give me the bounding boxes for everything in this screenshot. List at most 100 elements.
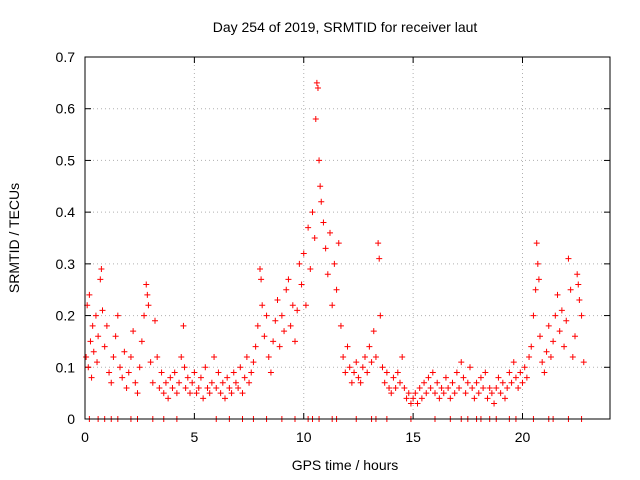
data-point — [320, 219, 327, 226]
data-point — [181, 364, 188, 371]
data-point — [318, 198, 325, 205]
data-point — [556, 328, 563, 335]
data-point — [359, 364, 366, 371]
data-point — [370, 328, 377, 335]
data-point — [123, 384, 130, 391]
data-point — [397, 379, 403, 386]
data-point — [235, 384, 242, 391]
data-point — [119, 374, 126, 381]
data-point — [276, 343, 283, 350]
data-point — [298, 281, 305, 288]
data-point — [528, 343, 535, 350]
data-point — [117, 364, 123, 371]
data-point — [134, 390, 141, 397]
data-point — [372, 353, 379, 360]
data-point — [427, 384, 434, 391]
data-point — [313, 79, 320, 86]
data-point — [132, 379, 139, 386]
data-point — [208, 379, 215, 386]
data-point — [171, 369, 178, 376]
data-point — [267, 369, 274, 376]
data-point — [312, 116, 319, 123]
data-point — [333, 286, 340, 293]
data-point — [451, 390, 458, 397]
data-point — [317, 183, 324, 190]
data-point — [442, 374, 449, 381]
y-axis-label: SRMTID / TECUs — [6, 183, 22, 293]
data-point — [204, 384, 211, 391]
data-point — [195, 384, 202, 391]
data-point — [309, 209, 316, 216]
data-point — [377, 312, 384, 319]
data-point — [388, 390, 395, 397]
data-point — [226, 384, 233, 391]
data-point — [394, 369, 401, 376]
data-point — [285, 276, 292, 283]
data-point — [138, 338, 145, 345]
data-point — [292, 338, 298, 345]
data-point — [95, 333, 102, 340]
data-point — [311, 235, 318, 241]
data-point — [89, 322, 96, 329]
data-point — [533, 240, 540, 247]
data-point — [296, 260, 303, 267]
data-point — [575, 281, 582, 288]
data-point — [545, 322, 552, 329]
data-point — [348, 379, 355, 386]
tick-labels: 0 0.1 0.2 0.3 0.4 0.5 0.6 0.7 0 5 10 15 20 — [56, 49, 531, 445]
data-point — [243, 353, 250, 360]
data-point — [383, 369, 390, 376]
data-point — [314, 85, 321, 92]
data-point — [565, 255, 572, 262]
data-point — [274, 297, 281, 304]
data-point — [534, 260, 541, 267]
data-point — [162, 379, 169, 386]
y-tick-label: 0.1 — [56, 359, 76, 375]
data-point — [499, 379, 506, 386]
data-point — [434, 379, 441, 386]
data-point — [180, 322, 187, 329]
data-point — [484, 395, 491, 402]
data-point — [307, 266, 314, 273]
data-point — [405, 390, 412, 397]
data-point — [335, 240, 342, 247]
data-point — [258, 276, 265, 283]
data-point — [182, 384, 189, 391]
data-point — [576, 297, 583, 304]
data-point — [379, 364, 386, 371]
data-point — [412, 390, 419, 397]
data-points — [83, 79, 587, 422]
data-point — [449, 379, 456, 386]
x-tick-label: 0 — [81, 429, 89, 445]
data-point — [460, 374, 467, 381]
data-point — [224, 374, 231, 381]
data-point — [250, 359, 257, 366]
data-point — [515, 384, 522, 391]
data-point — [327, 229, 333, 236]
grid-lines — [85, 57, 610, 419]
data-point — [567, 286, 574, 293]
data-point — [353, 359, 360, 366]
data-point — [471, 395, 478, 402]
data-point — [219, 379, 226, 386]
data-point — [561, 343, 568, 350]
data-point — [141, 312, 148, 319]
data-point — [497, 390, 504, 397]
data-point — [83, 353, 90, 360]
data-point — [278, 312, 285, 319]
data-point — [215, 369, 222, 376]
data-point — [440, 390, 447, 397]
data-point — [351, 369, 358, 376]
x-tick-label: 20 — [515, 429, 531, 445]
data-point — [114, 312, 121, 319]
data-point — [526, 353, 533, 360]
data-point — [206, 390, 213, 397]
data-point — [88, 374, 95, 381]
data-point — [414, 400, 421, 407]
data-point — [357, 379, 364, 386]
data-point — [324, 271, 331, 278]
y-tick-label: 0.6 — [56, 101, 76, 117]
data-point — [110, 353, 117, 360]
data-point — [156, 384, 163, 391]
